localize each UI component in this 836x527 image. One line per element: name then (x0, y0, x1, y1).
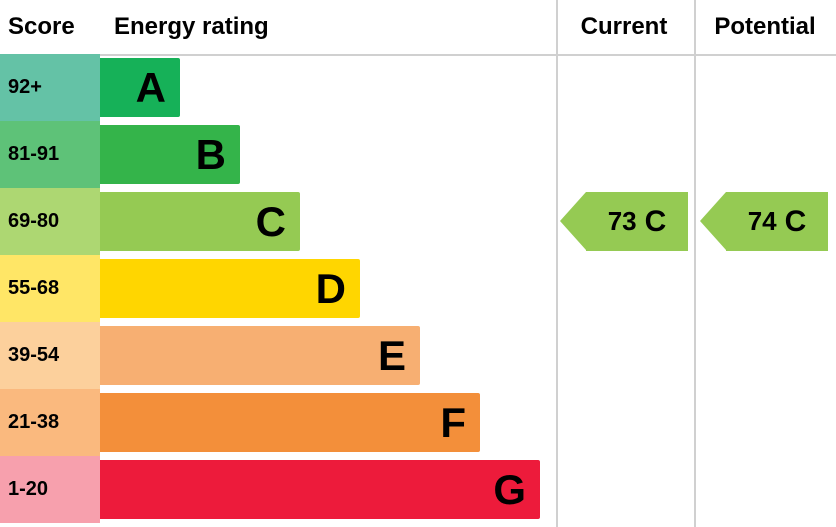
score-cell-b: 81-91 (0, 121, 100, 188)
potential-arrow-body: 74 C (726, 192, 828, 251)
score-cell-f: 21-38 (0, 389, 100, 456)
band-row-e: 39-54E (0, 322, 836, 389)
current-value: 73 (608, 206, 637, 237)
current-arrow: 73 C (560, 192, 688, 251)
rating-bar-c: C (100, 192, 300, 251)
rating-bar-a: A (100, 58, 180, 117)
header-current: Current (556, 0, 692, 54)
header-score: Score (0, 0, 100, 54)
band-row-a: 92+A (0, 54, 836, 121)
rating-bar-g: G (100, 460, 540, 519)
current-letter: C (645, 205, 667, 239)
band-row-g: 1-20G (0, 456, 836, 523)
potential-letter: C (785, 205, 807, 239)
current-arrow-tip (560, 192, 586, 250)
current-arrow-body: 73 C (586, 192, 688, 251)
potential-arrow-tip (700, 192, 726, 250)
score-cell-e: 39-54 (0, 322, 100, 389)
header-rating: Energy rating (100, 0, 269, 54)
band-row-b: 81-91B (0, 121, 836, 188)
band-row-f: 21-38F (0, 389, 836, 456)
rating-bar-b: B (100, 125, 240, 184)
energy-rating-chart: Score Energy rating Current Potential 92… (0, 0, 836, 527)
rating-bar-e: E (100, 326, 420, 385)
score-cell-g: 1-20 (0, 456, 100, 523)
score-cell-a: 92+ (0, 54, 100, 121)
potential-value: 74 (748, 206, 777, 237)
rating-bar-d: D (100, 259, 360, 318)
potential-arrow: 74 C (700, 192, 828, 251)
header-row: Score Energy rating Current Potential (0, 0, 836, 54)
score-cell-d: 55-68 (0, 255, 100, 322)
score-cell-c: 69-80 (0, 188, 100, 255)
rating-bar-f: F (100, 393, 480, 452)
header-potential: Potential (694, 0, 836, 54)
band-row-d: 55-68D (0, 255, 836, 322)
